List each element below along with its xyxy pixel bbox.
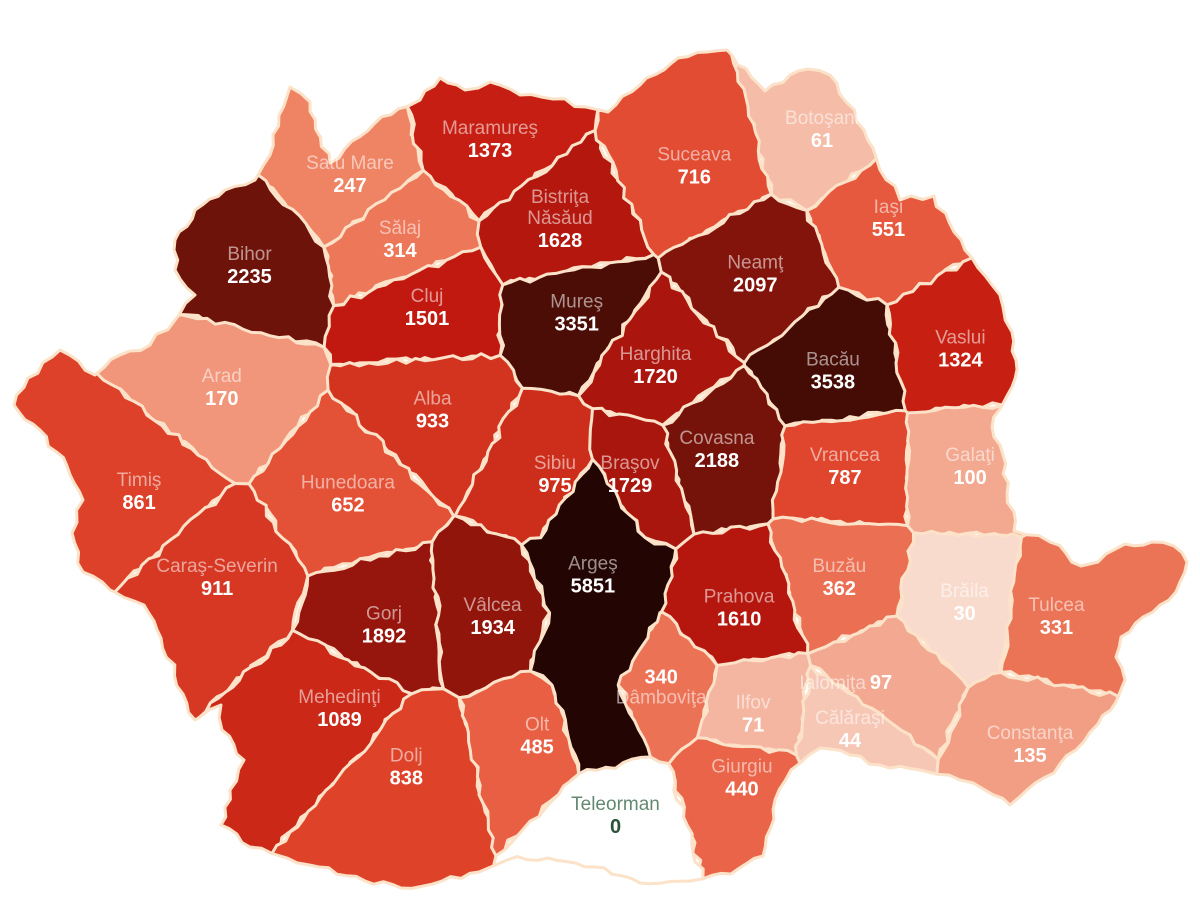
svg-text:Botoşani: Botoşani [785, 108, 859, 129]
svg-text:2097: 2097 [733, 275, 778, 297]
svg-text:100: 100 [953, 467, 986, 489]
svg-text:838: 838 [390, 767, 423, 789]
svg-text:Dolj: Dolj [390, 745, 423, 766]
svg-text:3351: 3351 [554, 313, 599, 335]
svg-text:61: 61 [811, 130, 833, 152]
svg-text:97: 97 [870, 672, 892, 694]
svg-text:2188: 2188 [695, 450, 740, 472]
svg-text:Tulcea: Tulcea [1028, 595, 1085, 616]
svg-text:314: 314 [383, 240, 417, 262]
svg-text:247: 247 [333, 175, 366, 197]
svg-text:Timiş: Timiş [117, 470, 162, 491]
svg-text:Constanţa: Constanţa [987, 723, 1074, 744]
svg-text:1324: 1324 [938, 349, 983, 371]
svg-text:911: 911 [201, 578, 233, 600]
svg-text:440: 440 [725, 779, 758, 801]
svg-text:1089: 1089 [317, 709, 362, 731]
svg-text:Năsăud: Năsăud [527, 208, 593, 229]
svg-text:1501: 1501 [405, 308, 450, 330]
svg-text:Gorj: Gorj [366, 603, 402, 624]
svg-text:Vaslui: Vaslui [935, 327, 985, 348]
svg-text:Prahova: Prahova [704, 587, 775, 608]
svg-text:Sălaj: Sălaj [379, 218, 421, 239]
svg-text:Caraş-Severin: Caraş-Severin [156, 556, 277, 577]
svg-text:Neamţ: Neamţ [727, 253, 784, 274]
svg-text:Mureş: Mureş [550, 291, 603, 312]
svg-text:Harghita: Harghita [620, 344, 692, 365]
svg-text:Cluj: Cluj [411, 286, 444, 307]
svg-text:30: 30 [953, 603, 975, 625]
svg-text:0: 0 [610, 816, 621, 838]
svg-text:Galaţi: Galaţi [945, 445, 995, 466]
svg-text:Braşov: Braşov [600, 453, 660, 474]
svg-text:652: 652 [331, 495, 364, 517]
svg-text:551: 551 [872, 219, 905, 241]
svg-text:1720: 1720 [633, 366, 678, 388]
svg-text:170: 170 [205, 388, 238, 410]
svg-text:Bihor: Bihor [227, 244, 272, 265]
svg-text:1934: 1934 [470, 617, 515, 639]
svg-text:Iaşi: Iaşi [874, 197, 904, 218]
svg-text:340: 340 [645, 666, 678, 688]
svg-text:135: 135 [1013, 745, 1046, 767]
svg-text:1373: 1373 [468, 140, 513, 162]
svg-text:933: 933 [416, 410, 449, 432]
svg-text:Alba: Alba [413, 388, 451, 409]
svg-text:975: 975 [538, 475, 571, 497]
svg-text:Giurgiu: Giurgiu [711, 757, 772, 778]
svg-text:1729: 1729 [608, 475, 653, 497]
svg-text:1610: 1610 [717, 609, 762, 631]
svg-text:362: 362 [823, 578, 856, 600]
svg-text:Bacău: Bacău [806, 350, 860, 371]
svg-text:Satu Mare: Satu Mare [306, 153, 394, 174]
svg-text:3538: 3538 [811, 372, 856, 394]
svg-text:5851: 5851 [571, 575, 616, 597]
svg-text:71: 71 [742, 715, 764, 737]
svg-text:787: 787 [828, 467, 861, 489]
svg-text:485: 485 [520, 737, 553, 759]
svg-text:Ilfov: Ilfov [736, 693, 771, 714]
svg-text:Vrancea: Vrancea [810, 445, 880, 466]
svg-text:Argeş: Argeş [568, 553, 618, 574]
svg-text:Vâlcea: Vâlcea [464, 595, 523, 616]
svg-text:Buzău: Buzău [812, 556, 866, 577]
svg-text:44: 44 [839, 730, 862, 752]
svg-text:Arad: Arad [202, 366, 242, 387]
svg-text:Teleorman: Teleorman [571, 794, 660, 815]
svg-text:Călăraşi: Călăraşi [815, 708, 885, 729]
svg-text:331: 331 [1040, 617, 1073, 639]
svg-text:2235: 2235 [227, 266, 272, 288]
svg-text:Olt: Olt [525, 715, 550, 736]
svg-text:Sibiu: Sibiu [534, 453, 576, 474]
svg-text:Dâmboviţa: Dâmboviţa [616, 687, 707, 708]
svg-text:861: 861 [122, 492, 155, 514]
svg-text:716: 716 [678, 166, 711, 188]
svg-text:Suceava: Suceava [657, 144, 731, 165]
svg-text:Mehedinţi: Mehedinţi [298, 687, 380, 708]
svg-text:1892: 1892 [362, 625, 407, 647]
svg-text:Covasna: Covasna [679, 428, 754, 449]
svg-text:Hunedoara: Hunedoara [301, 473, 395, 494]
svg-text:Ialomiţa: Ialomiţa [799, 673, 866, 694]
svg-text:Bistriţa: Bistriţa [531, 187, 590, 208]
svg-text:Maramureş: Maramureş [442, 118, 538, 139]
svg-text:Brăila: Brăila [940, 581, 989, 602]
svg-text:1628: 1628 [538, 230, 583, 252]
